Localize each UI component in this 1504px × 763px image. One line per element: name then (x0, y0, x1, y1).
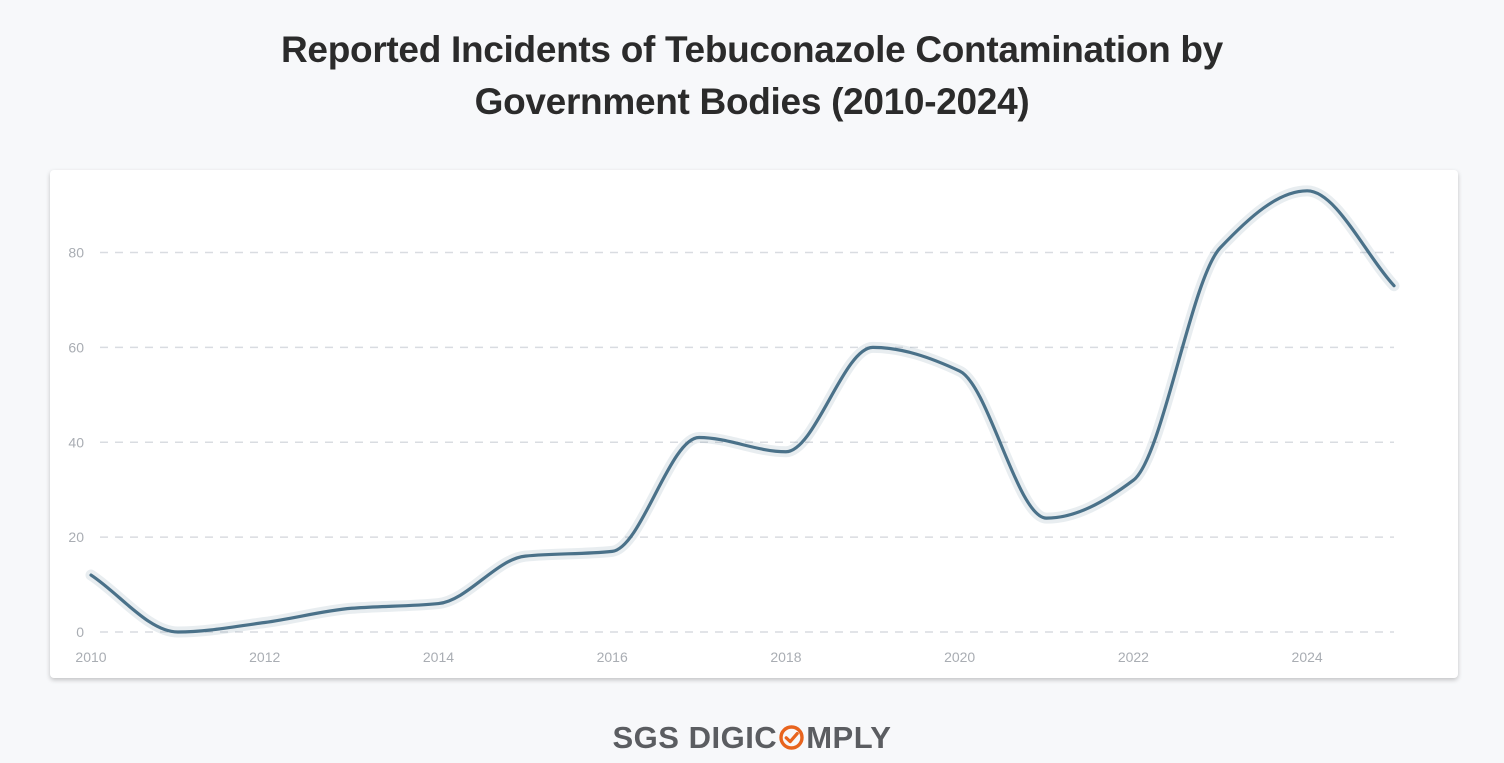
data-point-2018[interactable] (781, 447, 791, 457)
data-point-2024[interactable] (1302, 186, 1312, 196)
y-tick-label-60: 60 (68, 339, 84, 355)
chart-title: Reported Incidents of Tebuconazole Conta… (0, 24, 1504, 128)
data-point-2025[interactable] (1389, 281, 1399, 291)
y-tick-label-20: 20 (68, 529, 84, 545)
data-point-2023[interactable] (1215, 243, 1225, 253)
y-axis-ticks: 0 20 40 60 80 (68, 245, 84, 641)
data-point-2016[interactable] (607, 546, 617, 556)
y-tick-label-80: 80 (68, 245, 84, 261)
data-point-2012[interactable] (260, 618, 270, 628)
x-tick-label-2014: 2014 (423, 649, 454, 665)
x-axis-ticks: 2010 2012 2014 2016 2018 2020 2022 2024 (75, 649, 1322, 665)
check-circle-icon (779, 725, 804, 750)
data-point-2021[interactable] (1042, 513, 1052, 523)
data-point-2013[interactable] (347, 603, 357, 613)
series-group (85, 185, 1400, 638)
data-point-2019[interactable] (868, 342, 878, 352)
series-line-0 (89, 189, 1396, 634)
data-point-2020[interactable] (955, 366, 965, 376)
y-tick-label-0: 0 (76, 624, 84, 640)
x-tick-label-2016: 2016 (597, 649, 628, 665)
chart-title-line-2: Government Bodies (2010-2024) (474, 81, 1030, 122)
logo-text-suffix: MPLY (806, 720, 892, 755)
x-tick-label-2012: 2012 (249, 649, 280, 665)
data-point-2022[interactable] (1128, 475, 1138, 485)
sgs-digicomply-logo: SGS DIGIC MPLY (0, 716, 1504, 760)
x-tick-label-2010: 2010 (75, 649, 106, 665)
x-tick-label-2022: 2022 (1118, 649, 1149, 665)
gridlines (100, 251, 1394, 633)
chart-title-line-1: Reported Incidents of Tebuconazole Conta… (281, 29, 1223, 70)
x-tick-label-2024: 2024 (1292, 649, 1323, 665)
data-point-2015[interactable] (520, 551, 530, 561)
x-tick-label-2020: 2020 (944, 649, 975, 665)
y-tick-label-40: 40 (68, 434, 84, 450)
x-tick-label-2018: 2018 (770, 649, 801, 665)
chart-card: 0 20 40 60 80 2010 2012 2014 2016 2018 2020 2022 20… (50, 170, 1458, 678)
logo-text-prefix: SGS DIGIC (612, 720, 778, 755)
series-shadow-0 (85, 185, 1400, 638)
data-point-2017[interactable] (694, 433, 704, 443)
data-point-2011[interactable] (173, 627, 183, 637)
data-point-2014[interactable] (433, 599, 443, 609)
data-point-2010[interactable] (86, 570, 96, 580)
